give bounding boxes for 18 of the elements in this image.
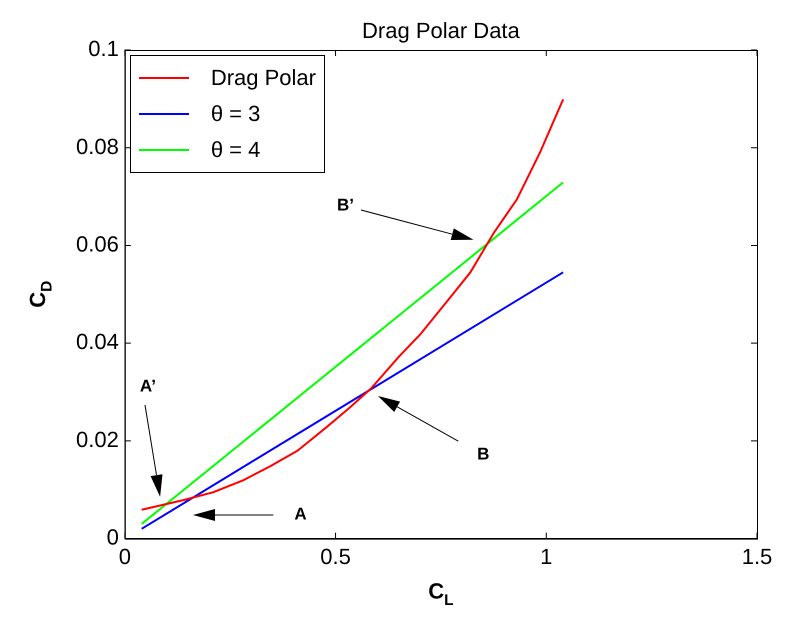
annotation: B bbox=[477, 444, 490, 464]
x-tick-label: 0.5 bbox=[320, 544, 351, 569]
annotation: A’ bbox=[140, 376, 156, 396]
y-tick-label: 0.06 bbox=[76, 232, 119, 257]
legend-label: Drag Polar bbox=[210, 64, 316, 92]
y-tick-label: 0.08 bbox=[76, 134, 119, 159]
chart-title: Drag Polar Data bbox=[362, 18, 521, 43]
legend-label: θ = 3 bbox=[210, 100, 260, 128]
y-tick-label: 0 bbox=[106, 524, 119, 550]
y-tick-label: 0.1 bbox=[88, 36, 119, 62]
annotation: A bbox=[294, 504, 307, 524]
y-tick-label: 0.02 bbox=[76, 426, 119, 452]
legend-label: θ = 4 bbox=[210, 136, 260, 164]
x-tick-label: 1 bbox=[540, 544, 552, 569]
y-tick-label: 0.04 bbox=[76, 329, 119, 354]
annotation: B’ bbox=[336, 196, 354, 215]
x-tick-label: 1.5 bbox=[742, 544, 772, 569]
y-axis-title: CD bbox=[24, 280, 56, 308]
